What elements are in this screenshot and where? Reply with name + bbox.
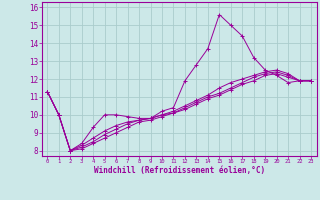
X-axis label: Windchill (Refroidissement éolien,°C): Windchill (Refroidissement éolien,°C) (94, 166, 265, 175)
